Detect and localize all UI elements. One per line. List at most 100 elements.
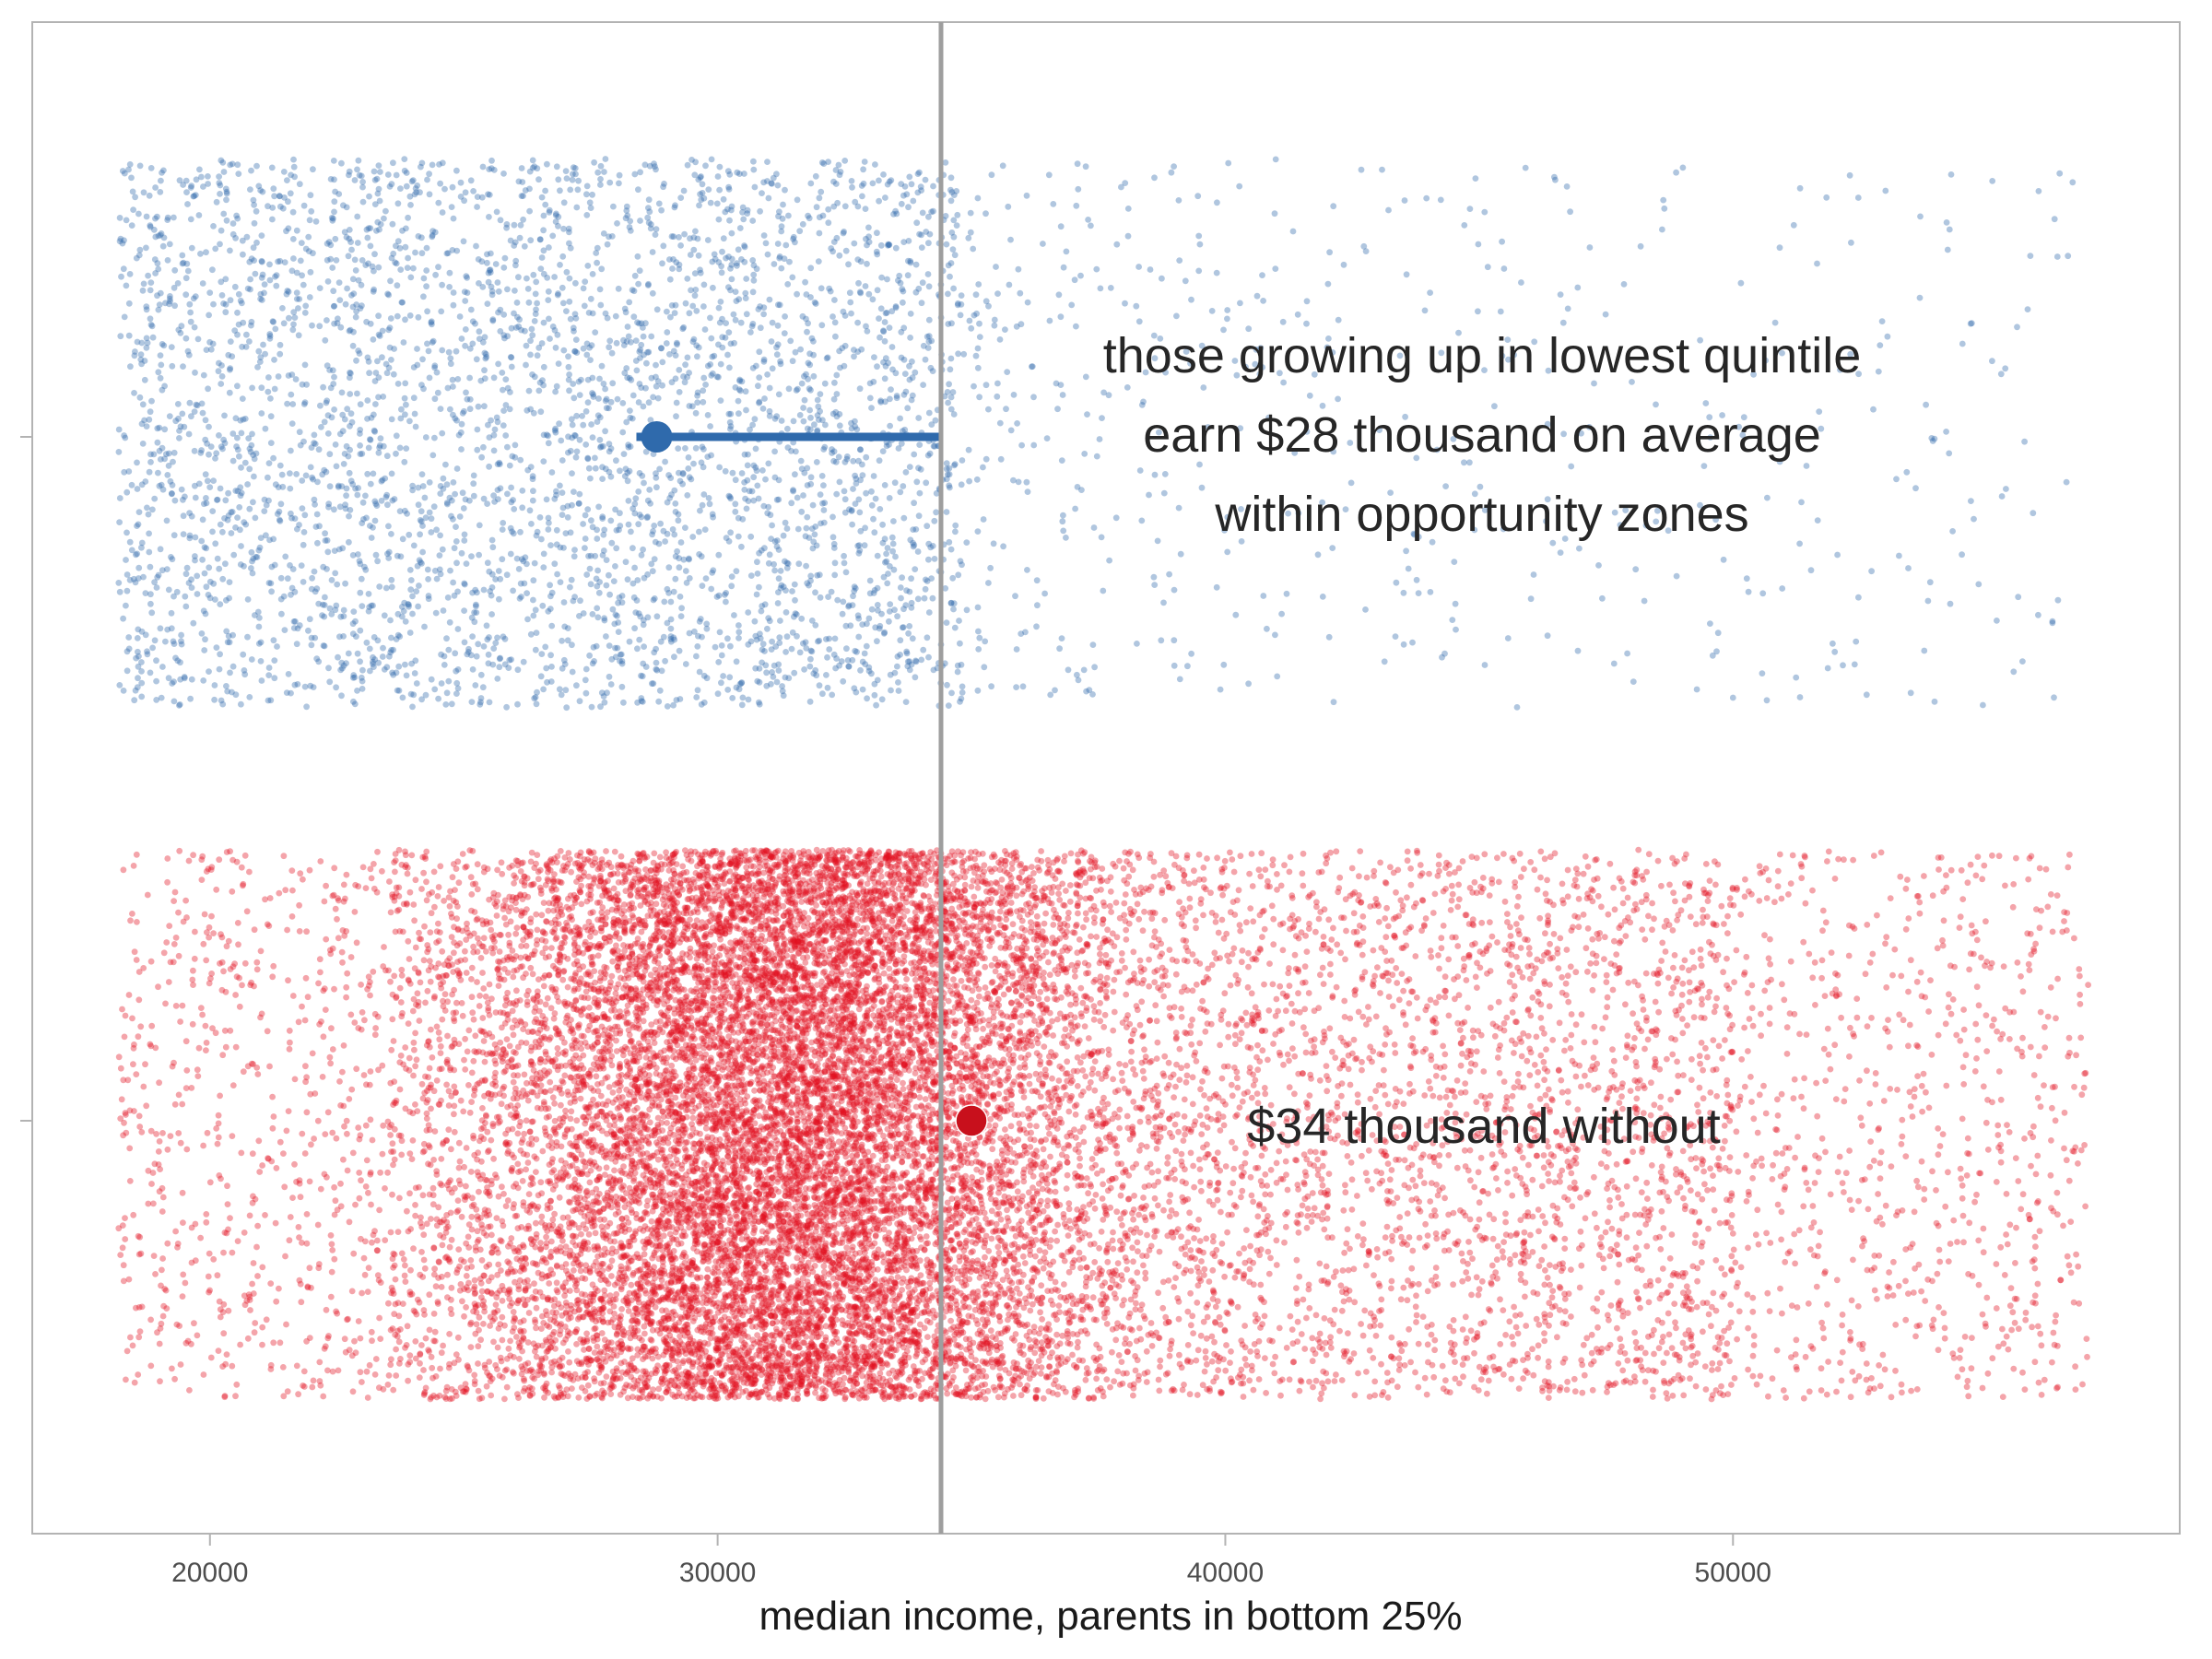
data-point	[385, 171, 392, 178]
data-point	[617, 510, 623, 516]
data-point	[757, 679, 763, 686]
data-point	[375, 312, 382, 319]
data-point	[538, 673, 545, 679]
data-point	[710, 512, 716, 518]
data-point	[950, 218, 957, 224]
data-point	[377, 169, 383, 175]
data-point	[329, 414, 335, 420]
data-point	[321, 614, 327, 620]
data-point	[300, 282, 307, 288]
data-point	[888, 386, 894, 393]
data-point	[800, 492, 806, 499]
data-point	[151, 496, 158, 502]
data-point	[792, 597, 798, 604]
data-point	[673, 375, 679, 382]
data-point	[410, 177, 417, 183]
data-point	[1151, 582, 1158, 588]
data-point	[756, 400, 762, 406]
data-point	[677, 564, 683, 571]
data-point	[432, 395, 439, 402]
data-point	[777, 618, 783, 624]
data-point	[857, 667, 864, 674]
data-point	[868, 488, 875, 495]
data-point	[269, 217, 276, 223]
data-point	[817, 408, 823, 415]
data-point	[1523, 165, 1529, 171]
data-point	[814, 459, 820, 465]
data-point	[1715, 629, 1722, 636]
data-point	[1081, 451, 1088, 457]
data-point	[545, 297, 551, 303]
data-point	[350, 343, 357, 349]
data-point	[1018, 321, 1025, 327]
data-point	[479, 194, 486, 201]
data-point	[301, 529, 308, 535]
data-point	[492, 427, 499, 433]
data-point	[1171, 163, 1177, 170]
data-point	[623, 559, 629, 565]
data-point	[719, 334, 725, 340]
data-point	[852, 473, 858, 479]
data-point	[344, 286, 350, 292]
data-point	[487, 700, 493, 706]
data-point	[717, 164, 724, 171]
data-point	[602, 700, 608, 706]
data-point	[1024, 193, 1030, 199]
data-point	[897, 489, 903, 496]
data-point	[687, 474, 693, 480]
data-point	[197, 450, 204, 456]
data-point	[240, 395, 246, 402]
data-point	[517, 529, 524, 535]
data-point	[272, 274, 278, 280]
data-point	[201, 500, 207, 507]
data-point	[487, 192, 493, 198]
data-point	[159, 230, 165, 237]
data-point	[389, 255, 395, 262]
data-point	[633, 337, 640, 344]
data-point	[143, 590, 149, 596]
data-point	[843, 248, 850, 254]
data-point	[802, 279, 808, 286]
data-point	[416, 314, 422, 321]
data-point	[147, 564, 154, 571]
data-point	[903, 469, 910, 476]
data-point	[331, 321, 337, 327]
data-point	[738, 544, 745, 550]
data-point	[1073, 203, 1079, 209]
data-point	[1304, 298, 1311, 304]
data-point	[277, 463, 284, 469]
data-point	[331, 506, 337, 512]
data-point	[313, 524, 320, 530]
data-point	[1576, 546, 1583, 552]
data-point	[348, 247, 355, 253]
data-point	[821, 507, 828, 513]
data-point	[299, 240, 305, 246]
data-point	[1078, 487, 1085, 493]
data-point	[794, 633, 800, 640]
data-point	[259, 258, 265, 265]
data-point	[1063, 535, 1069, 541]
data-point	[564, 269, 571, 276]
data-point	[657, 521, 664, 527]
data-point	[227, 390, 233, 396]
data-point	[414, 346, 420, 352]
data-point	[1083, 374, 1089, 381]
data-point	[474, 653, 480, 660]
data-point	[570, 177, 576, 183]
data-point	[761, 357, 768, 363]
data-point	[880, 171, 887, 178]
data-point	[608, 681, 615, 688]
data-point	[218, 698, 225, 704]
data-point	[973, 291, 980, 298]
data-point	[1002, 326, 1008, 333]
data-point	[2002, 365, 2008, 371]
data-point	[641, 621, 647, 628]
data-point	[1514, 704, 1521, 711]
data-point	[494, 676, 500, 682]
data-point	[249, 656, 255, 663]
data-point	[155, 470, 161, 477]
data-point	[791, 418, 797, 425]
data-point	[608, 540, 615, 547]
data-point	[1922, 1298, 1928, 1304]
data-point	[772, 416, 779, 422]
